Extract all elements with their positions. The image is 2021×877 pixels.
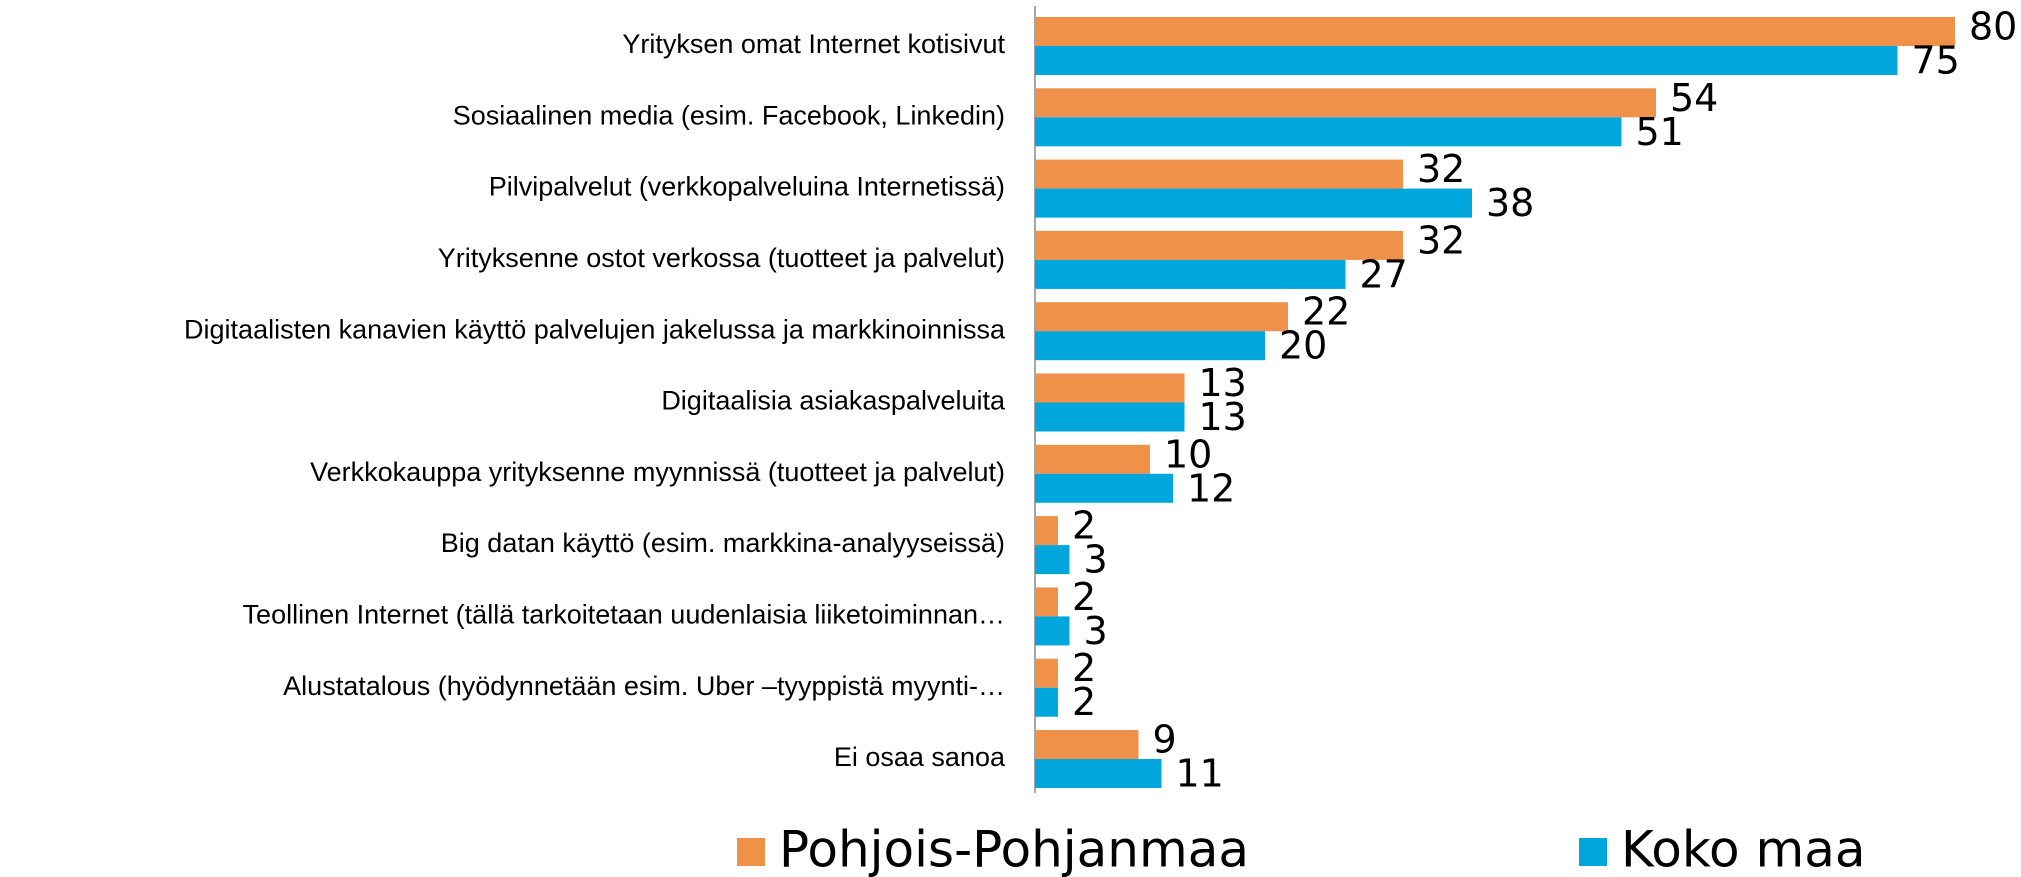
bar bbox=[1035, 373, 1185, 403]
category-label: Sosiaalinen media (esim. Facebook, Linke… bbox=[453, 100, 1005, 130]
category-label: Big datan käyttö (esim. markkina-analyys… bbox=[441, 528, 1005, 558]
bar bbox=[1035, 402, 1185, 432]
category-label: Digitaalisia asiakaspalveluita bbox=[661, 386, 1006, 416]
bar bbox=[1035, 587, 1058, 617]
value-label: 2 bbox=[1072, 504, 1096, 548]
bar bbox=[1035, 616, 1070, 646]
value-label: 75 bbox=[1912, 39, 1960, 83]
value-label: 12 bbox=[1187, 466, 1235, 510]
value-label: 11 bbox=[1176, 752, 1224, 796]
bar bbox=[1035, 17, 1955, 46]
bar bbox=[1035, 230, 1403, 260]
value-label: 3 bbox=[1084, 609, 1108, 653]
category-label: Yrityksenne ostot verkossa (tuotteet ja … bbox=[438, 243, 1005, 273]
bar bbox=[1035, 117, 1622, 147]
category-label: Yrityksen omat Internet kotisivut bbox=[622, 29, 1005, 59]
bar bbox=[1035, 687, 1058, 717]
bar bbox=[1035, 188, 1472, 218]
legend-swatch bbox=[1579, 838, 1607, 866]
value-label: 80 bbox=[1969, 5, 2017, 49]
value-label: 13 bbox=[1199, 395, 1247, 439]
value-label: 10 bbox=[1164, 432, 1212, 476]
value-label: 54 bbox=[1670, 76, 1718, 120]
value-label: 32 bbox=[1417, 147, 1465, 191]
value-label: 2 bbox=[1072, 680, 1096, 724]
category-label: Digitaalisten kanavien käyttö palvelujen… bbox=[184, 314, 1006, 344]
bar bbox=[1035, 658, 1058, 688]
value-label: 9 bbox=[1153, 718, 1177, 762]
bar bbox=[1035, 302, 1288, 332]
value-label: 2 bbox=[1072, 575, 1096, 619]
legend-label: Koko maa bbox=[1621, 821, 1866, 877]
bar bbox=[1035, 545, 1070, 575]
value-label: 27 bbox=[1360, 252, 1408, 296]
category-label: Ei osaa sanoa bbox=[834, 742, 1006, 772]
bar bbox=[1035, 730, 1139, 759]
value-label: 51 bbox=[1636, 110, 1684, 154]
value-label: 32 bbox=[1417, 218, 1465, 262]
bar bbox=[1035, 331, 1265, 361]
bar bbox=[1035, 159, 1403, 189]
bar bbox=[1035, 259, 1346, 289]
bar bbox=[1035, 444, 1150, 474]
category-label: Verkkokauppa yrityksenne myynnissä (tuot… bbox=[310, 457, 1005, 487]
bar bbox=[1035, 473, 1173, 503]
category-label: Pilvipalvelut (verkkopalveluina Internet… bbox=[489, 172, 1005, 202]
legend-label: Pohjois-Pohjanmaa bbox=[779, 821, 1249, 877]
value-label: 38 bbox=[1486, 181, 1534, 225]
bar bbox=[1035, 88, 1656, 118]
legend-swatch bbox=[737, 838, 765, 866]
value-label: 13 bbox=[1199, 361, 1247, 405]
category-label: Teollinen Internet (tällä tarkoitetaan u… bbox=[243, 600, 1005, 630]
value-label: 20 bbox=[1279, 324, 1327, 368]
bar bbox=[1035, 516, 1058, 546]
value-label: 3 bbox=[1084, 538, 1108, 582]
bar bbox=[1035, 759, 1162, 788]
category-label: Alustatalous (hyödynnetään esim. Uber –t… bbox=[283, 671, 1005, 701]
value-label: 2 bbox=[1072, 646, 1096, 690]
value-label: 22 bbox=[1302, 290, 1350, 334]
bar bbox=[1035, 46, 1898, 75]
